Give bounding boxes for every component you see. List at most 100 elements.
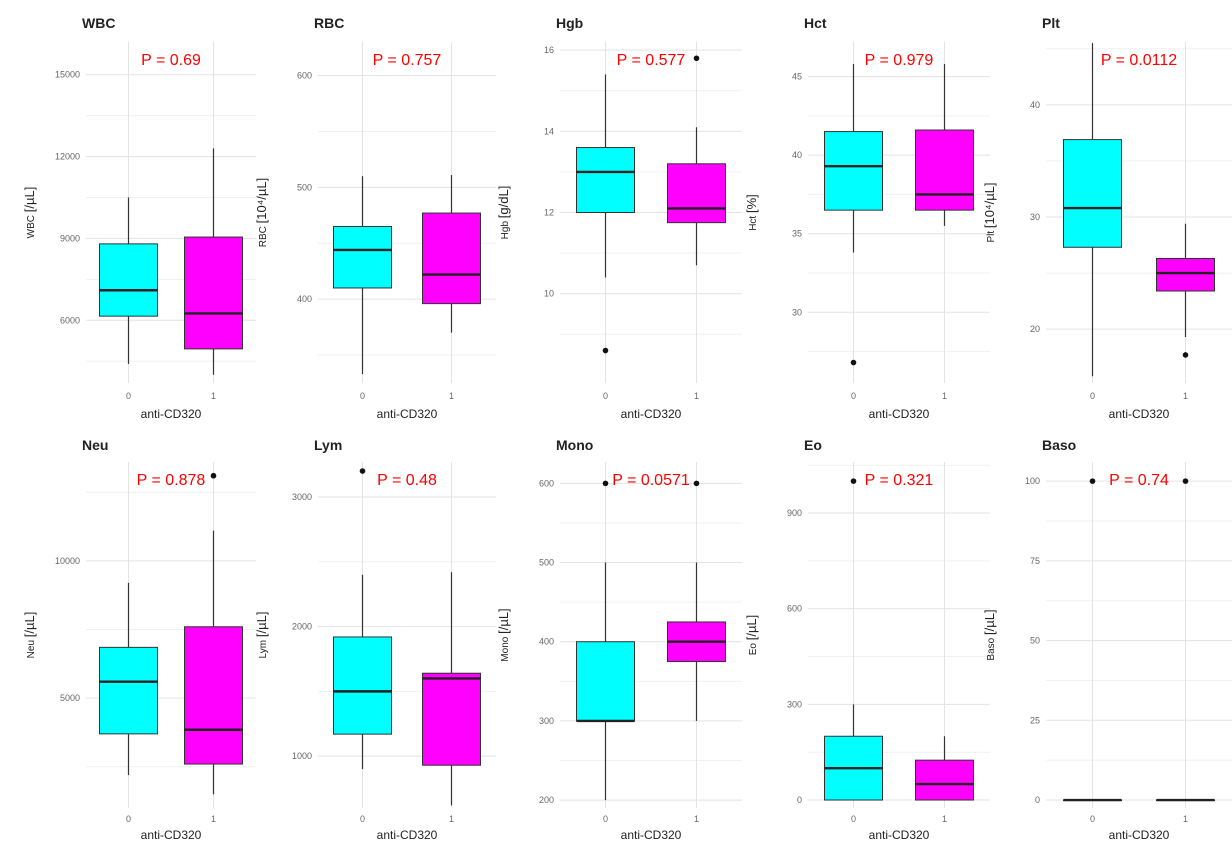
box-iqr <box>667 163 726 224</box>
x-tick-label: 1 <box>211 814 216 824</box>
panel-wbc: 6000 9000 12000 15000 0 1 anti-CD320 WBC [/µL] W… <box>22 15 256 421</box>
p-value-label: P = 0.0112 <box>1101 52 1177 69</box>
panel-title: WBC <box>82 15 115 31</box>
y-tick-label: 10 <box>544 289 554 299</box>
panel-lym: 1000 2000 3000 0 1 anti-CD320 Lym [/µL] Lym P = … <box>254 437 496 842</box>
box-iqr <box>1156 257 1215 292</box>
y-tick-label: 14 <box>544 126 554 136</box>
box-iqr <box>915 759 974 801</box>
panel-mono: 200 300 400 500 600 0 1 anti-CD320 Mono [/µL] Mon… <box>496 437 742 842</box>
box-group-1 <box>422 572 481 806</box>
p-value-label: P = 0.878 <box>137 472 206 489</box>
y-tick-label: 12000 <box>55 152 80 162</box>
panel-title: Plt <box>1042 15 1060 31</box>
x-tick-label: 0 <box>360 814 365 824</box>
box-group-0 <box>99 197 158 364</box>
y-tick-label: 45 <box>792 72 802 82</box>
y-tick-label: 5000 <box>60 693 80 703</box>
y-tick-label: 75 <box>1030 556 1040 566</box>
x-tick-label: 1 <box>694 391 699 401</box>
x-tick-label: 0 <box>1090 391 1095 401</box>
x-axis-label: anti-CD320 <box>1109 828 1170 842</box>
y-tick-label: 400 <box>539 637 554 647</box>
box-group-0 <box>824 64 883 366</box>
p-value-label: P = 0.321 <box>865 472 934 489</box>
y-axis-label: WBC [/µL] <box>22 187 37 239</box>
panel-title: Baso <box>1042 437 1076 453</box>
x-axis-label: anti-CD320 <box>377 828 438 842</box>
p-value-label: P = 0.69 <box>141 52 201 69</box>
y-tick-label: 30 <box>792 307 802 317</box>
box-iqr <box>333 636 392 735</box>
box-iqr <box>422 672 481 766</box>
box-group-1 <box>915 736 974 801</box>
y-tick-label: 900 <box>787 508 802 518</box>
outlier-point <box>210 472 217 479</box>
outlier-point <box>1182 478 1189 484</box>
x-tick-label: 1 <box>942 391 947 401</box>
outlier-point <box>602 480 609 487</box>
box-group-1 <box>184 148 243 375</box>
panel-eo: 0 300 600 900 0 1 anti-CD320 Eo [/µL] Eo P = 0.32… <box>744 437 990 842</box>
panel-plt: 20 30 40 0 1 anti-CD320 Plt [10⁴/µL] Plt P = 0.0… <box>982 15 1232 421</box>
y-tick-label: 20 <box>1030 324 1040 334</box>
y-tick-label: 0 <box>1035 795 1040 805</box>
box-iqr <box>99 243 158 317</box>
box-iqr <box>824 131 883 211</box>
outlier-point <box>602 347 609 354</box>
x-axis-label: anti-CD320 <box>869 828 930 842</box>
y-tick-label: 400 <box>297 294 312 304</box>
y-tick-label: 35 <box>792 229 802 239</box>
box-group-0 <box>99 582 158 776</box>
box-group-0 <box>333 468 392 770</box>
y-tick-label: 200 <box>539 795 554 805</box>
x-axis-label: anti-CD320 <box>377 407 438 421</box>
box-group-0 <box>824 478 883 801</box>
y-tick-label: 100 <box>1025 476 1040 486</box>
box-group-1 <box>667 480 726 721</box>
box-group-1 <box>422 175 481 333</box>
box-iqr <box>422 212 481 305</box>
box-group-1 <box>1156 223 1215 358</box>
p-value-label: P = 0.757 <box>373 52 442 69</box>
box-group-0 <box>576 74 635 354</box>
y-axis-label: Neu [/µL] <box>22 612 37 659</box>
x-tick-label: 0 <box>360 391 365 401</box>
x-tick-label: 1 <box>694 814 699 824</box>
box-iqr <box>99 646 158 735</box>
x-tick-label: 0 <box>603 814 608 824</box>
box-group-1 <box>915 64 974 226</box>
y-tick-label: 600 <box>787 604 802 614</box>
y-tick-label: 40 <box>792 150 802 160</box>
outlier-point <box>1182 352 1189 358</box>
y-tick-label: 15000 <box>55 70 80 80</box>
y-tick-label: 2000 <box>292 622 312 632</box>
box-group-1 <box>667 55 726 266</box>
p-value-label: P = 0.48 <box>377 472 437 489</box>
y-tick-label: 500 <box>297 182 312 192</box>
panel-title: RBC <box>314 15 344 31</box>
panel-title: Lym <box>314 437 342 453</box>
box-group-0 <box>576 480 635 801</box>
y-tick-label: 6000 <box>60 315 80 325</box>
panel-title: Eo <box>804 437 822 453</box>
y-axis-label: Hgb [g/dL] <box>496 186 511 240</box>
panel-rbc: 400 500 600 0 1 anti-CD320 RBC [10⁴/µL] RBC P = … <box>254 15 496 421</box>
panel-hgb: 10 12 14 16 0 1 anti-CD320 Hgb [g/dL] Hgb P = 0.5… <box>496 15 742 421</box>
x-tick-label: 0 <box>851 391 856 401</box>
box-iqr <box>184 236 243 350</box>
y-tick-label: 0 <box>797 795 802 805</box>
y-tick-label: 16 <box>544 45 554 55</box>
outlier-point <box>1089 478 1096 484</box>
box-iqr <box>333 225 392 289</box>
box-iqr <box>915 129 974 211</box>
x-tick-label: 1 <box>211 391 216 401</box>
x-tick-label: 0 <box>603 391 608 401</box>
y-axis-label: Baso [/µL] <box>982 609 997 660</box>
p-value-label: P = 0.979 <box>865 52 934 69</box>
y-tick-label: 1000 <box>292 751 312 761</box>
box-iqr <box>576 641 635 722</box>
y-axis-label: Plt [10⁴/µL] <box>982 182 997 242</box>
y-tick-label: 12 <box>544 208 554 218</box>
